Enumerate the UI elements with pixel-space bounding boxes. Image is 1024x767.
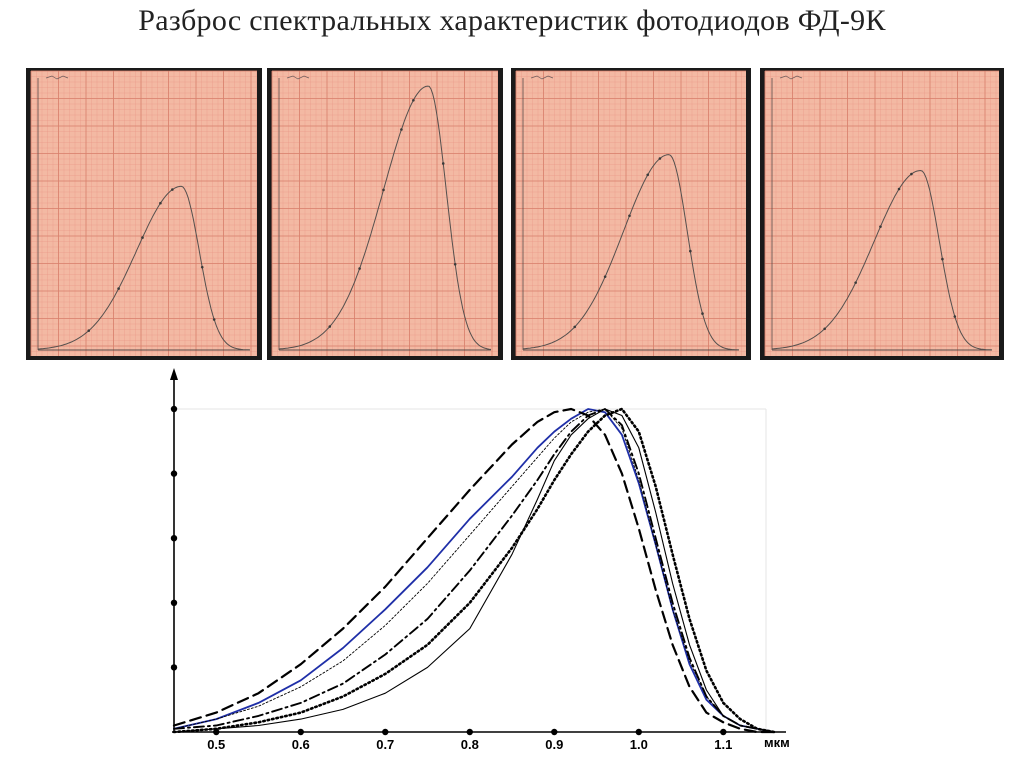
x-tick-7 [720, 728, 727, 736]
spectral-scan-2 [267, 68, 503, 360]
spectral-scan-3 [511, 68, 751, 360]
y-tick-3 [170, 535, 178, 542]
y-tick-2 [170, 599, 178, 606]
spectral-scan-4 [760, 68, 1004, 360]
x-tick-4 [466, 728, 473, 736]
series-line-thin-dotted [173, 408, 775, 733]
series-line-heavy-dotted [172, 407, 776, 734]
x-tick-3 [382, 728, 389, 736]
x-tick-2 [297, 728, 304, 736]
x-tick-label-5: 0.9 [545, 737, 563, 752]
x-tick-5 [551, 728, 558, 736]
page-title: Разброс спектральных характеристик фотод… [138, 4, 886, 37]
spectral-scan-1 [26, 68, 262, 360]
combined-spectral-chart: 0.5 0.6 0.7 0.8 0.9 1.0 1.1 мкм [170, 368, 790, 752]
x-tick-label-6: 1.0 [630, 737, 648, 752]
series-line-thin-solid [173, 408, 775, 733]
series-line-dash-dot [173, 408, 775, 733]
x-tick-label-1: 0.5 [207, 737, 225, 752]
x-tick-label-2: 0.6 [292, 737, 310, 752]
x-tick-label-7: 1.1 [714, 737, 732, 752]
x-tick-1 [213, 728, 220, 736]
series-line-solid-blue [173, 408, 775, 733]
y-tick-1 [170, 664, 178, 671]
y-axis-arrow [170, 368, 178, 380]
y-tick-4 [170, 470, 178, 477]
x-tick-6 [635, 728, 642, 736]
y-tick-5 [170, 405, 178, 413]
series-line-long-dash [172, 407, 776, 734]
x-tick-label-4: 0.8 [461, 737, 479, 752]
x-tick-label-3: 0.7 [376, 737, 394, 752]
x-axis-unit-label: мкм [764, 735, 790, 750]
